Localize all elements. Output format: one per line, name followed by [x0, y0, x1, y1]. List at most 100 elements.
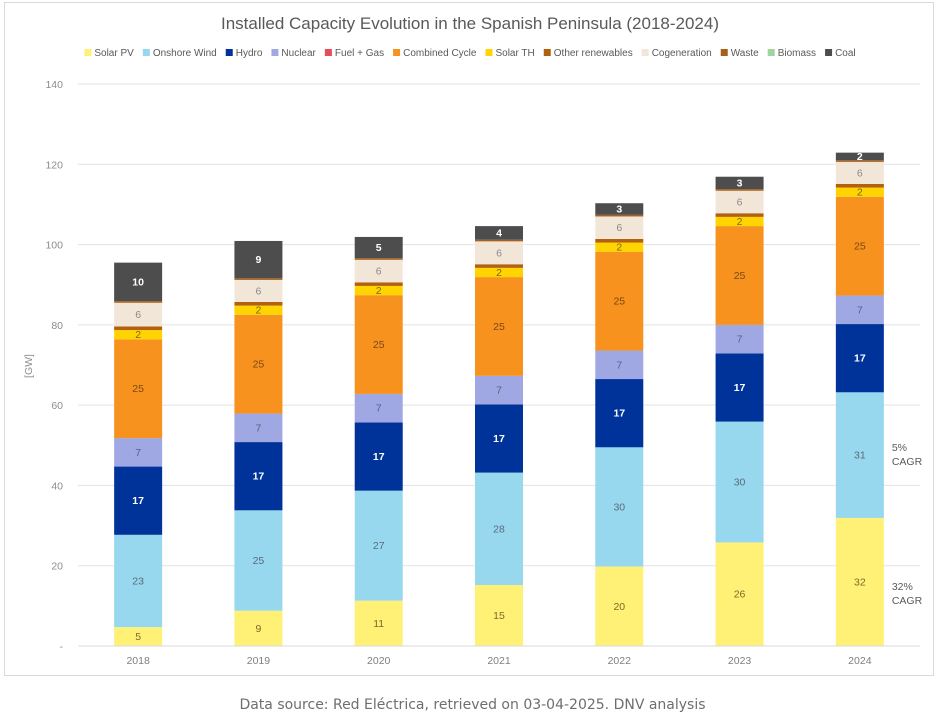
- bar-segment: [114, 339, 163, 439]
- data-label: 17: [734, 382, 746, 394]
- bar-segment: [354, 393, 403, 423]
- data-label: 6: [135, 309, 141, 321]
- annotation-text: CAGR: [892, 456, 923, 468]
- data-label: 26: [734, 589, 746, 601]
- bar-segment: [234, 301, 283, 306]
- legend-item: Solar TH: [485, 48, 535, 59]
- legend-item: Coal: [825, 48, 856, 59]
- data-label: 25: [253, 359, 265, 371]
- bar-segment: [234, 305, 283, 315]
- annotation-text: 5%: [892, 442, 907, 454]
- bar-segment: [715, 353, 764, 422]
- data-label: 3: [616, 204, 622, 216]
- data-label: 7: [857, 304, 863, 316]
- data-label: 3: [737, 177, 743, 189]
- legend-label: Coal: [835, 48, 856, 59]
- bar-segment: [595, 566, 644, 646]
- legend-swatch: [324, 49, 332, 56]
- bar-segment: [835, 161, 884, 184]
- data-label: 32: [854, 576, 866, 588]
- x-tick-label: 2021: [487, 655, 511, 667]
- data-label: 28: [493, 523, 505, 535]
- data-label: 11: [373, 618, 384, 630]
- y-tick-label: 40: [51, 480, 63, 492]
- bar-segment: [475, 226, 523, 240]
- bar-segment: [475, 239, 523, 242]
- bar-segment: [475, 264, 523, 268]
- bar-segment: [114, 326, 163, 331]
- legend-item: Solar PV: [84, 48, 134, 59]
- bar-segment: [595, 379, 644, 448]
- data-label: 6: [256, 285, 262, 297]
- bar-segment: [595, 203, 644, 215]
- data-label: 17: [373, 451, 385, 463]
- bar-segment: [354, 295, 403, 394]
- bar-segment: [715, 324, 764, 354]
- bar-segment: [354, 490, 403, 601]
- x-tick-label: 2020: [367, 655, 391, 667]
- chart: Installed Capacity Evolution in the Span…: [23, 14, 923, 667]
- data-label: 7: [376, 403, 382, 415]
- data-label: 27: [373, 540, 385, 552]
- data-label: 17: [132, 495, 144, 507]
- data-label: 4: [496, 227, 502, 239]
- bar-segment: [234, 240, 283, 279]
- data-label: 25: [734, 270, 746, 282]
- x-tick-label: 2019: [247, 655, 271, 667]
- bar-stack-2022: 20 30 17 7 25 2 6 3: [595, 203, 644, 646]
- bar-segment: [715, 216, 764, 227]
- data-label: 5: [376, 242, 382, 254]
- legend-item: Onshore Wind: [142, 48, 217, 59]
- data-label: 2: [857, 187, 863, 199]
- bar-segment: [234, 510, 283, 611]
- bar-segment: [234, 610, 283, 646]
- data-label: 2: [616, 242, 622, 254]
- data-label: 25: [132, 383, 144, 395]
- bar-segment: [234, 314, 283, 414]
- legend-label: Onshore Wind: [153, 48, 217, 59]
- data-label: 25: [613, 296, 625, 308]
- cagr-annotation: 5% CAGR: [892, 442, 923, 468]
- bar-segment: [595, 350, 644, 380]
- data-label: 17: [613, 408, 625, 420]
- bar-segment: [835, 295, 884, 325]
- legend-label: Biomass: [778, 48, 816, 59]
- bar-segment: [354, 258, 403, 260]
- legend-swatch: [767, 49, 775, 56]
- data-label: 2: [135, 329, 141, 341]
- bar-segment: [114, 302, 163, 327]
- bar-segment: [354, 259, 403, 283]
- data-label: 2: [857, 151, 863, 163]
- bar-segment: [835, 517, 884, 646]
- legend-label: Fuel + Gas: [335, 48, 384, 59]
- y-tick-label: 100: [45, 240, 63, 252]
- bar-stack-2019: 9 25 17 7 25 2 6 9: [234, 240, 283, 646]
- bar-stack-2024: 32 31 17 7 25 2 6 2: [835, 151, 884, 646]
- data-label: 5: [135, 631, 141, 643]
- bar-segment: [234, 413, 283, 443]
- bar-segment: [234, 279, 283, 302]
- bar-segment: [475, 277, 523, 376]
- data-label: 25: [493, 321, 505, 333]
- x-tick-label: 2023: [728, 655, 752, 667]
- bar-segment: [595, 242, 644, 252]
- y-axis: - 20 40 60 80 100 120 140: [45, 79, 63, 653]
- bar-segment: [715, 421, 764, 543]
- data-label: 15: [493, 610, 505, 622]
- bar-segment: [475, 375, 523, 405]
- legend-label: Combined Cycle: [403, 48, 477, 59]
- y-tick-label: -: [60, 641, 64, 653]
- legend-swatch: [271, 49, 279, 56]
- legend-item: Biomass: [767, 48, 816, 59]
- bar-segment: [595, 216, 644, 239]
- legend-item: Nuclear: [271, 48, 317, 59]
- bar-segment: [114, 534, 163, 628]
- data-label: 7: [737, 334, 743, 346]
- data-label: 6: [376, 266, 382, 278]
- data-label: 6: [737, 197, 743, 209]
- y-tick-label: 120: [45, 159, 63, 171]
- bars: 5231772526109251772526911271772526515281…: [114, 151, 884, 646]
- legend-swatch: [543, 49, 551, 56]
- data-label: 17: [854, 353, 866, 365]
- data-label: 17: [493, 433, 505, 445]
